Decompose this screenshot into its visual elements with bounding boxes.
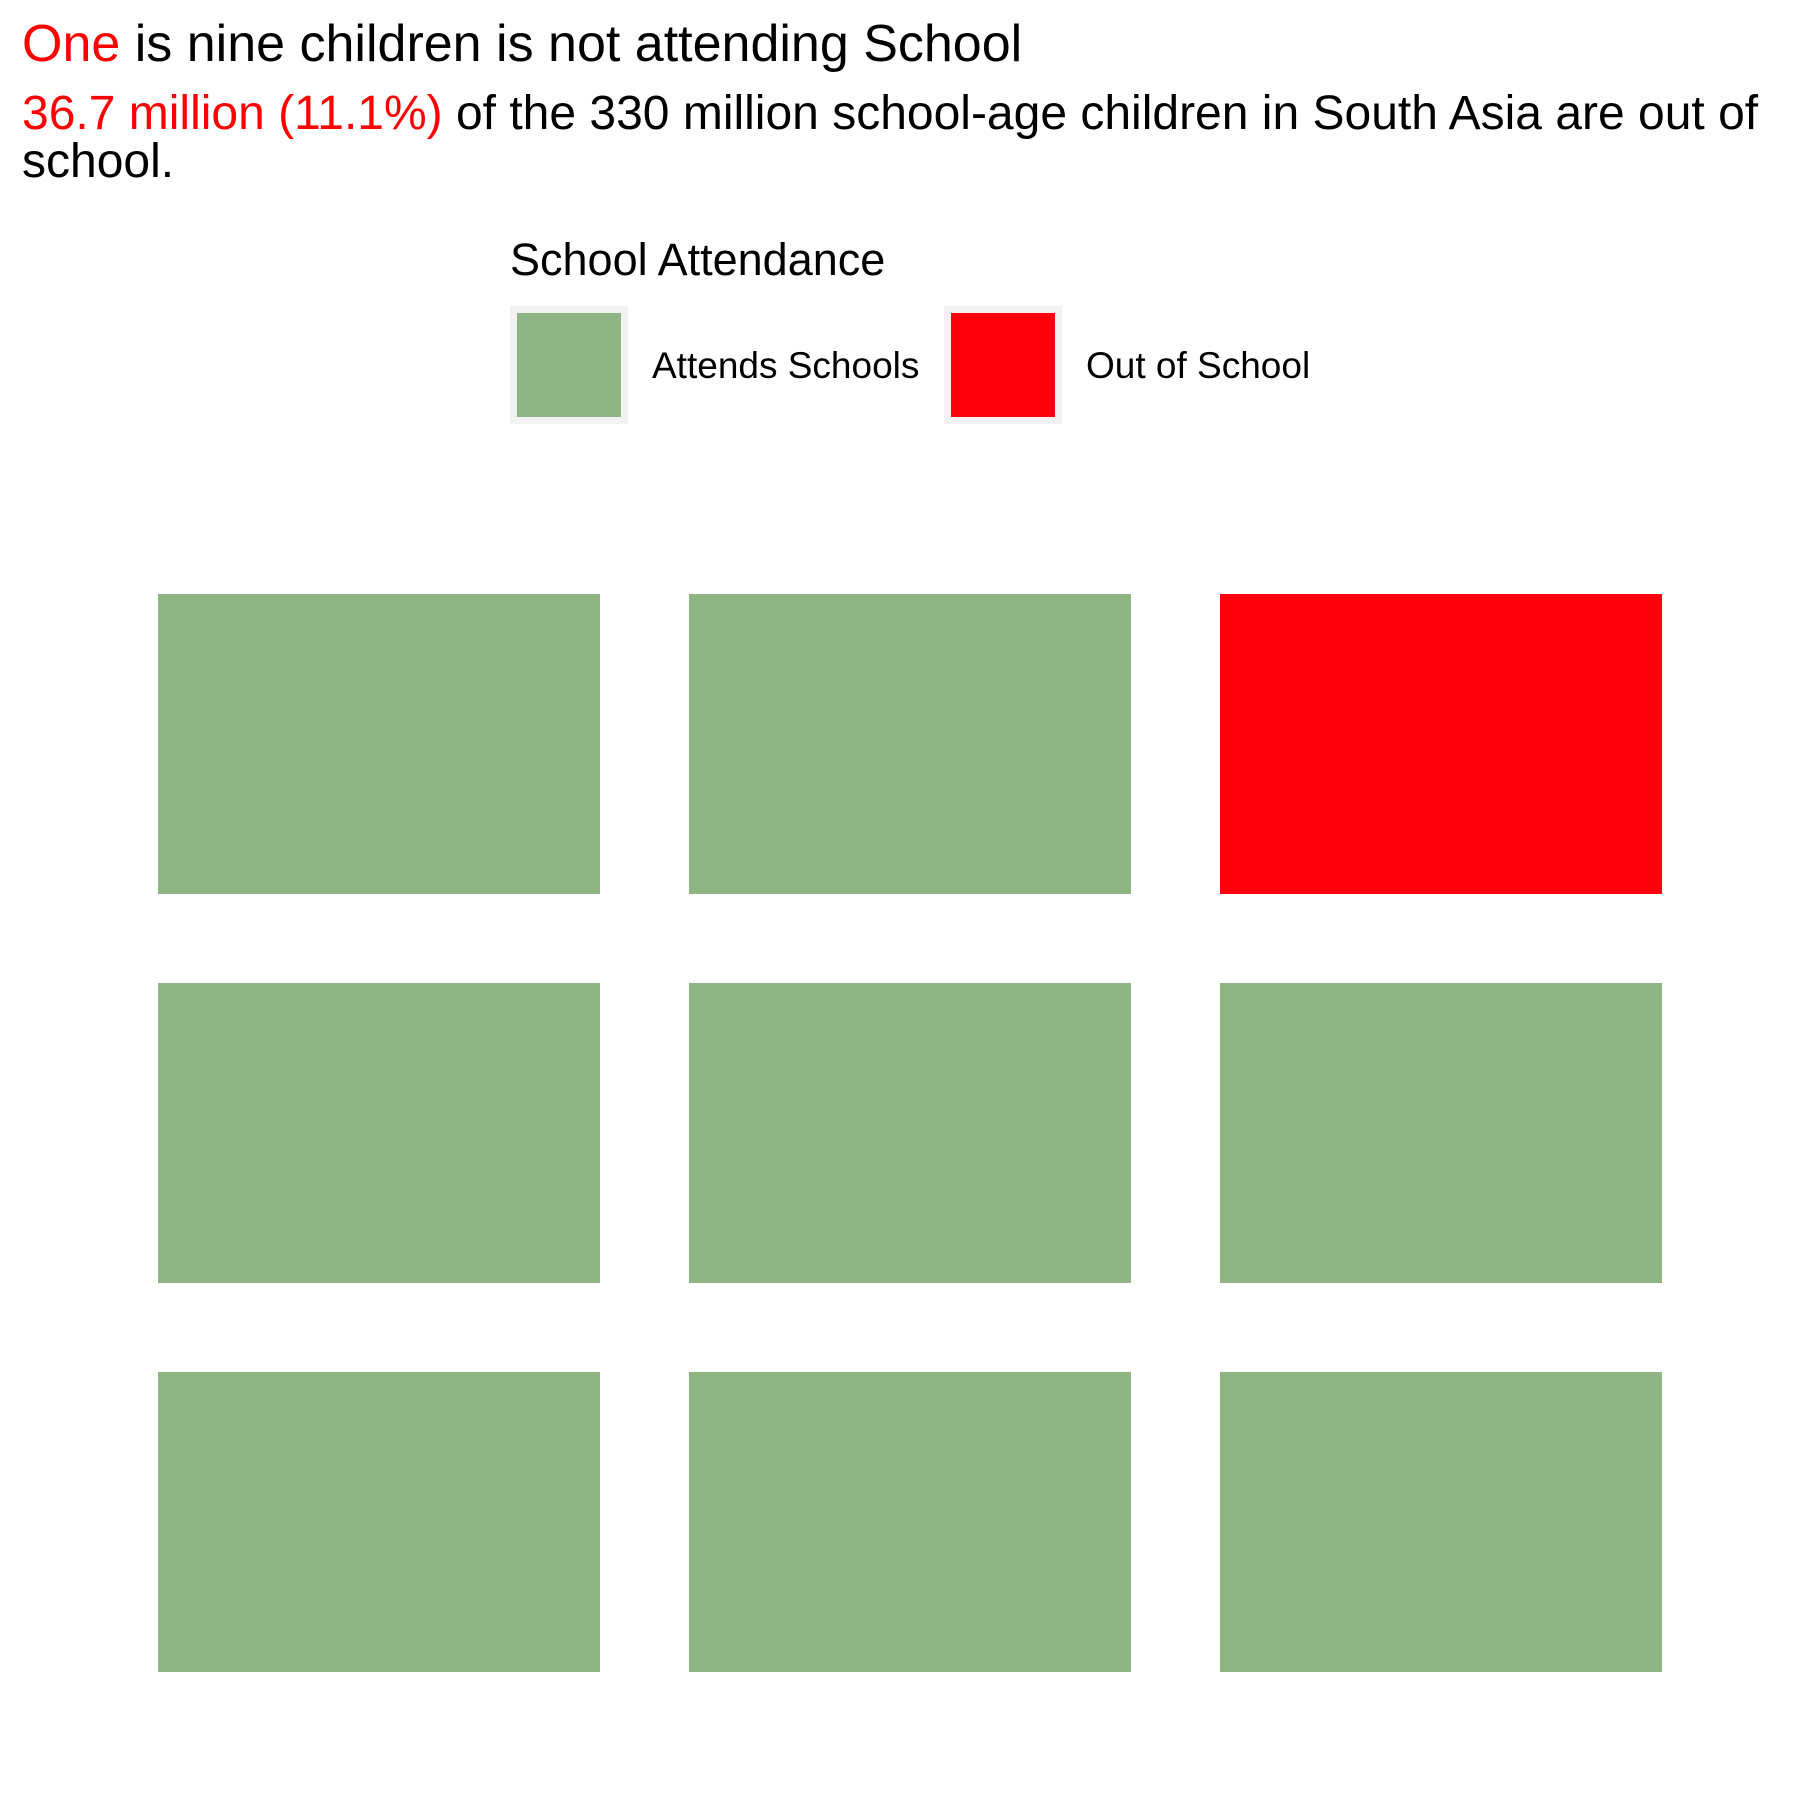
chart-subtitle-highlight: 36.7 million (11.1%) [22, 87, 443, 140]
waffle-cell-r1-c1-attends-schools [158, 594, 600, 894]
chart-subtitle: 36.7 million (11.1%) of the 330 million … [22, 90, 1762, 186]
chart-title-rest: is nine children is not attending School [120, 15, 1023, 73]
legend-label-out-of-school: Out of School [1086, 345, 1311, 386]
waffle-cell-r1-c3-out-of-school [1220, 594, 1662, 894]
waffle-cell-r2-c1-attends-schools [158, 983, 600, 1283]
waffle-cell-r1-c2-attends-schools [689, 594, 1131, 894]
waffle-cell-r2-c3-attends-schools [1220, 983, 1662, 1283]
chart-title: One is nine children is not attending Sc… [22, 12, 1022, 76]
waffle-cell-r3-c2-attends-schools [689, 1372, 1131, 1672]
legend-title: School Attendance [510, 234, 886, 285]
waffle-cell-r2-c2-attends-schools [689, 983, 1131, 1283]
legend-key-attends-schools [510, 306, 628, 424]
chart-title-highlight: One [22, 15, 121, 73]
legend-swatch-out-of-school [951, 313, 1055, 417]
chart-subtitle-rest: of the 330 million school-age children i… [22, 87, 1759, 188]
legend-key-out-of-school [944, 306, 1062, 424]
legend-label-attends-schools: Attends Schools [652, 345, 920, 386]
legend-swatch-attends-schools [517, 313, 621, 417]
waffle-cell-r3-c1-attends-schools [158, 1372, 600, 1672]
waffle-cell-r3-c3-attends-schools [1220, 1372, 1662, 1672]
